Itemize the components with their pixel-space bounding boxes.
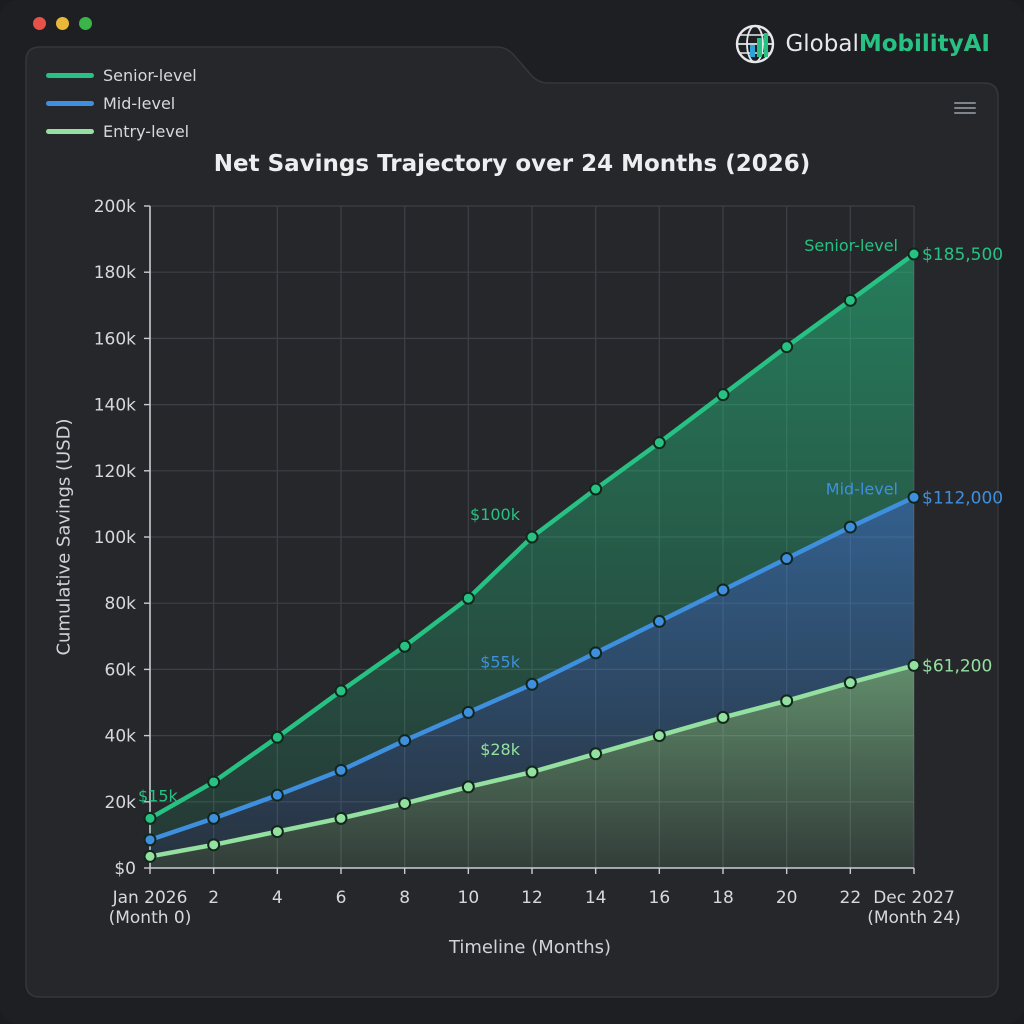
data-point-entry-level[interactable] bbox=[207, 838, 221, 852]
data-point-entry-level[interactable] bbox=[270, 825, 284, 839]
data-point-mid-level[interactable] bbox=[207, 811, 221, 825]
y-tick-label: 100k bbox=[94, 528, 136, 548]
y-tick-label: 160k bbox=[94, 329, 136, 349]
y-tick-label: 200k bbox=[94, 197, 136, 217]
x-tick-label: 12 bbox=[521, 888, 543, 908]
annotation-label-entry-level: $28k bbox=[480, 740, 521, 759]
legend-swatch bbox=[46, 128, 94, 134]
data-point-entry-level[interactable] bbox=[143, 849, 157, 863]
close-window-button[interactable] bbox=[33, 17, 46, 30]
end-value-label-senior-level: $185,500 bbox=[922, 245, 1003, 265]
data-point-mid-level[interactable] bbox=[525, 677, 539, 691]
area-mid-level bbox=[150, 497, 914, 857]
x-tick-label: Jan 2026 bbox=[112, 888, 188, 908]
data-point-mid-level[interactable] bbox=[843, 520, 857, 534]
data-point-senior-level[interactable] bbox=[207, 775, 221, 789]
data-point-entry-level[interactable] bbox=[907, 658, 921, 672]
x-tick-label: 22 bbox=[840, 888, 862, 908]
data-point-mid-level[interactable] bbox=[589, 646, 603, 660]
data-point-entry-level[interactable] bbox=[525, 765, 539, 779]
data-point-senior-level[interactable] bbox=[843, 293, 857, 307]
data-point-entry-level[interactable] bbox=[461, 780, 475, 794]
data-point-entry-level[interactable] bbox=[589, 747, 603, 761]
hamburger-menu-icon[interactable] bbox=[954, 99, 976, 119]
end-value-label-mid-level: $112,000 bbox=[922, 488, 1003, 508]
x-tick-label: 2 bbox=[208, 888, 219, 908]
area-entry-level bbox=[150, 665, 914, 868]
data-point-senior-level[interactable] bbox=[143, 811, 157, 825]
globe-chart-icon bbox=[736, 24, 775, 64]
y-tick-label: 180k bbox=[94, 263, 136, 283]
x-tick-label: Dec 2027 bbox=[873, 888, 955, 908]
legend-item-mid-level[interactable]: Mid-level bbox=[46, 89, 197, 117]
data-point-entry-level[interactable] bbox=[334, 811, 348, 825]
chart-legend: Senior-level Mid-level Entry-level bbox=[46, 61, 197, 145]
data-point-senior-level[interactable] bbox=[334, 684, 348, 698]
data-point-senior-level[interactable] bbox=[525, 530, 539, 544]
legend-label: Senior-level bbox=[103, 65, 197, 85]
x-tick-label: 20 bbox=[776, 888, 798, 908]
data-point-senior-level[interactable] bbox=[398, 639, 412, 653]
data-point-entry-level[interactable] bbox=[843, 676, 857, 690]
end-series-label-mid-level: Mid-level bbox=[826, 479, 898, 498]
data-point-senior-level[interactable] bbox=[589, 482, 603, 496]
x-tick-label: 6 bbox=[336, 888, 347, 908]
y-tick-label: 120k bbox=[94, 462, 136, 482]
end-series-label-senior-level: Senior-level bbox=[804, 236, 898, 255]
x-tick-label: 4 bbox=[272, 888, 283, 908]
y-axis-label: Cumulative Savings (USD) bbox=[53, 418, 75, 656]
data-point-mid-level[interactable] bbox=[652, 614, 666, 628]
minimize-window-button[interactable] bbox=[56, 17, 69, 30]
data-point-mid-level[interactable] bbox=[398, 734, 412, 748]
maximize-window-button[interactable] bbox=[79, 17, 92, 30]
data-point-senior-level[interactable] bbox=[652, 436, 666, 450]
y-tick-label: 60k bbox=[105, 660, 137, 680]
data-point-entry-level[interactable] bbox=[398, 796, 412, 810]
y-tick-label: 40k bbox=[105, 727, 137, 747]
data-point-entry-level[interactable] bbox=[716, 710, 730, 724]
x-axis-label: Timeline (Months) bbox=[448, 937, 612, 958]
annotation-label-mid-level: $55k bbox=[480, 652, 521, 671]
brand-name-light: Global bbox=[785, 31, 859, 57]
x-tick-label: (Month 0) bbox=[109, 908, 192, 928]
y-tick-label: 80k bbox=[105, 594, 137, 614]
data-point-senior-level[interactable] bbox=[461, 591, 475, 605]
data-point-mid-level[interactable] bbox=[716, 583, 730, 597]
data-point-senior-level[interactable] bbox=[907, 247, 921, 261]
data-point-mid-level[interactable] bbox=[461, 705, 475, 719]
data-point-senior-level[interactable] bbox=[716, 388, 730, 402]
x-tick-label: (Month 24) bbox=[867, 908, 961, 928]
chart-title: Net Savings Trajectory over 24 Months (2… bbox=[213, 151, 811, 177]
legend-item-senior-level[interactable]: Senior-level bbox=[46, 61, 197, 89]
end-value-label-entry-level: $61,200 bbox=[922, 656, 992, 676]
annotation-label-senior-level: $15k bbox=[138, 786, 179, 805]
x-tick-label: 14 bbox=[585, 888, 607, 908]
y-tick-label: 20k bbox=[105, 793, 137, 813]
data-point-mid-level[interactable] bbox=[907, 490, 921, 504]
x-tick-label: 18 bbox=[712, 888, 734, 908]
annotation-label-senior-level: $100k bbox=[470, 505, 521, 524]
legend-label: Entry-level bbox=[103, 121, 190, 141]
brand-logo: GlobalMobilityAI bbox=[733, 22, 990, 66]
legend-item-entry-level[interactable]: Entry-level bbox=[46, 117, 197, 145]
legend-swatch bbox=[46, 72, 94, 78]
data-point-mid-level[interactable] bbox=[270, 788, 284, 802]
legend-label: Mid-level bbox=[103, 93, 176, 113]
data-point-entry-level[interactable] bbox=[780, 694, 794, 708]
data-point-senior-level[interactable] bbox=[780, 340, 794, 354]
y-tick-label: $0 bbox=[114, 859, 136, 879]
data-point-senior-level[interactable] bbox=[270, 730, 284, 744]
x-tick-label: 8 bbox=[399, 888, 410, 908]
x-tick-label: 10 bbox=[458, 888, 480, 908]
x-tick-label: 16 bbox=[649, 888, 671, 908]
data-point-mid-level[interactable] bbox=[334, 763, 348, 777]
data-point-entry-level[interactable] bbox=[652, 729, 666, 743]
data-point-mid-level[interactable] bbox=[780, 552, 794, 566]
data-point-mid-level[interactable] bbox=[143, 833, 157, 847]
legend-swatch bbox=[46, 100, 94, 106]
brand-name-bold: MobilityAI bbox=[858, 31, 990, 57]
y-tick-label: 140k bbox=[94, 396, 136, 416]
